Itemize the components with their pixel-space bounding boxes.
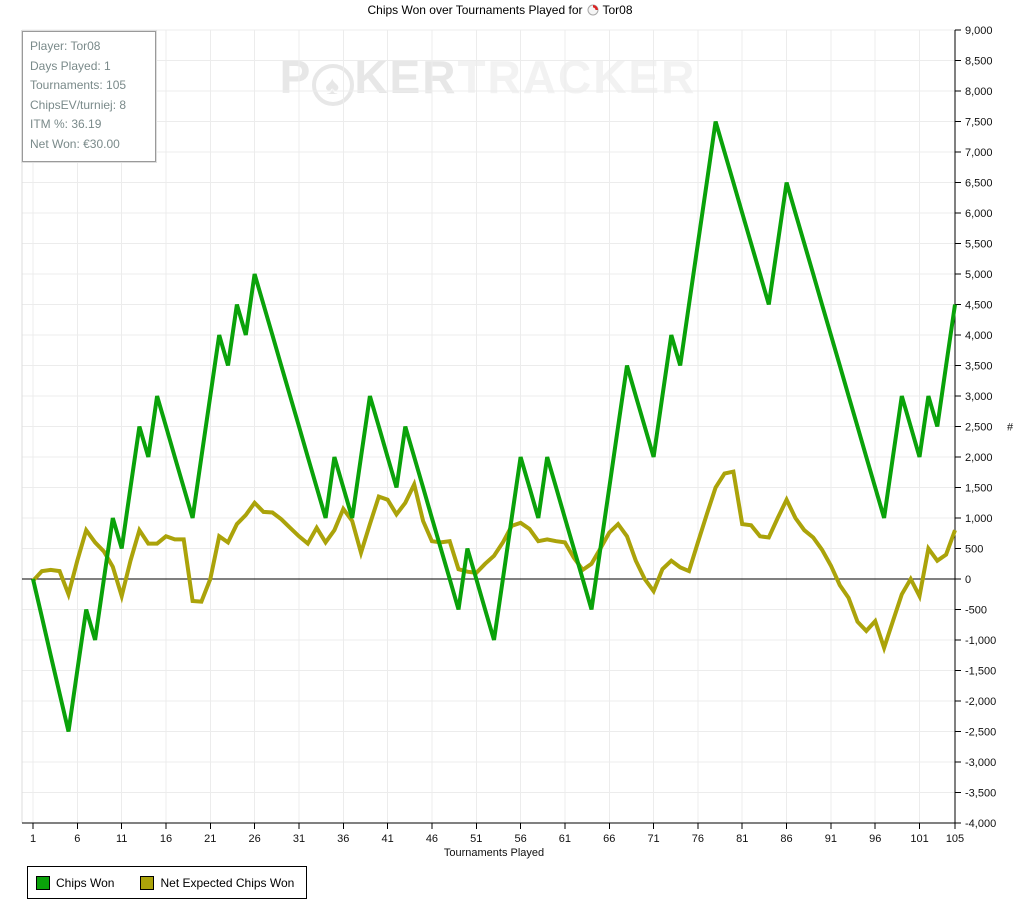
svg-text:7,000: 7,000 <box>965 147 993 159</box>
svg-text:1,500: 1,500 <box>965 483 993 495</box>
x-axis-title: Tournaments Played <box>444 847 544 859</box>
svg-text:9,000: 9,000 <box>965 25 993 37</box>
svg-text:0: 0 <box>965 574 971 586</box>
svg-text:46: 46 <box>426 833 438 845</box>
stat-chipsev: ChipsEV/turniej: 8 <box>30 97 127 112</box>
stat-days-played: Days Played: 1 <box>30 58 111 73</box>
svg-text:26: 26 <box>249 833 261 845</box>
svg-text:1: 1 <box>30 833 36 845</box>
svg-text:2,000: 2,000 <box>965 452 993 464</box>
svg-text:101: 101 <box>910 833 928 845</box>
svg-text:-1,500: -1,500 <box>965 666 996 678</box>
svg-text:2,500: 2,500 <box>965 422 993 434</box>
series-chips-won <box>31 120 957 732</box>
svg-text:86: 86 <box>780 833 792 845</box>
legend-item-net-expected: Net Expected Chips Won <box>140 875 295 890</box>
svg-text:71: 71 <box>647 833 659 845</box>
legend-label-net-expected: Net Expected Chips Won <box>160 875 295 890</box>
stat-player: Player: Tor08 <box>30 39 101 53</box>
svg-text:61: 61 <box>559 833 571 845</box>
chart-title-player: Tor08 <box>602 3 633 17</box>
stat-net-won: Net Won: €30.00 <box>30 136 120 151</box>
stat-itm: ITM %: 36.19 <box>30 117 102 131</box>
svg-text:105: 105 <box>946 833 964 845</box>
svg-text:-4,000: -4,000 <box>965 818 996 830</box>
svg-text:11: 11 <box>116 833 127 845</box>
stats-box: Player: Tor08 Days Played: 1 Tournaments… <box>21 30 157 163</box>
net-expected-swatch-icon <box>140 875 155 890</box>
svg-text:21: 21 <box>204 833 216 845</box>
svg-text:41: 41 <box>381 833 393 845</box>
chart-title-text: Chips Won over Tournaments Played for <box>367 3 583 17</box>
svg-text:-500: -500 <box>965 605 987 617</box>
svg-text:-3,000: -3,000 <box>965 757 996 769</box>
svg-text:66: 66 <box>603 833 615 845</box>
chips-won-swatch-icon <box>36 875 50 890</box>
svg-text:-1,000: -1,000 <box>965 635 996 647</box>
y-axis-title: # <box>1007 422 1014 434</box>
svg-text:-3,500: -3,500 <box>965 788 996 800</box>
svg-text:81: 81 <box>736 833 748 845</box>
svg-text:51: 51 <box>470 833 482 845</box>
svg-text:8,500: 8,500 <box>965 56 993 68</box>
svg-text:6,500: 6,500 <box>965 178 993 190</box>
svg-text:16: 16 <box>160 833 172 845</box>
stat-tournaments: Tournaments: 105 <box>30 78 127 92</box>
legend-label-chips-won: Chips Won <box>56 875 115 890</box>
svg-text:96: 96 <box>869 833 881 845</box>
svg-text:4,000: 4,000 <box>965 330 993 342</box>
svg-text:91: 91 <box>825 833 837 845</box>
svg-text:56: 56 <box>514 833 526 845</box>
legend-item-chips-won: Chips Won <box>36 875 115 890</box>
chart-title: Chips Won over Tournaments Played for Tor… <box>0 3 1000 19</box>
svg-text:6,000: 6,000 <box>965 208 993 220</box>
svg-text:5,000: 5,000 <box>965 269 993 281</box>
svg-text:-2,500: -2,500 <box>965 727 996 739</box>
svg-text:500: 500 <box>965 544 983 556</box>
svg-text:7,500: 7,500 <box>965 117 993 129</box>
pokertracker-icon <box>587 4 599 19</box>
svg-text:1,000: 1,000 <box>965 513 993 525</box>
svg-text:-2,000: -2,000 <box>965 696 996 708</box>
svg-text:5,500: 5,500 <box>965 239 993 251</box>
svg-text:36: 36 <box>337 833 349 845</box>
svg-text:31: 31 <box>293 833 305 845</box>
svg-text:76: 76 <box>692 833 704 845</box>
svg-text:6: 6 <box>74 833 80 845</box>
series-net-expected-chips-won <box>31 469 957 655</box>
svg-text:3,500: 3,500 <box>965 361 993 373</box>
svg-text:8,000: 8,000 <box>965 86 993 98</box>
chart-legend: Chips Won Net Expected Chips Won <box>27 866 308 899</box>
svg-text:3,000: 3,000 <box>965 391 993 403</box>
svg-text:4,500: 4,500 <box>965 300 993 312</box>
